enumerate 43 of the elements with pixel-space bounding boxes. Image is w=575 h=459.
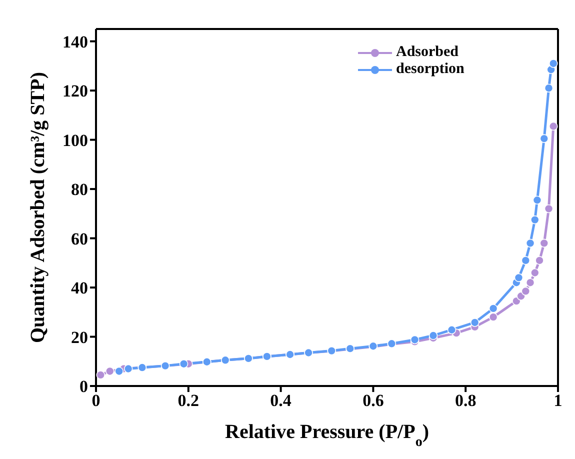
point [179,359,188,368]
y-tick-label: 40 [71,278,88,298]
point [544,204,554,214]
x-tick-label: 1 [554,391,562,410]
point [488,312,498,322]
y-tick-label: 0 [80,377,88,396]
y-tick-label: 100 [62,130,88,150]
point [124,364,133,374]
x-tick-label: 0.4 [270,391,292,410]
x-tick-label: 0.2 [178,391,200,410]
point [488,304,498,313]
x-tick-label: 0 [92,391,100,410]
point [544,84,554,92]
point [105,366,114,376]
legend-label: Adsorbed [396,44,459,61]
point [540,134,549,143]
point [470,318,480,327]
y-tick-label: 120 [62,82,88,101]
point [514,273,524,282]
point [526,238,535,248]
point [540,238,549,248]
point [447,325,456,334]
point [530,215,540,224]
y-tick-label: 20 [71,328,88,347]
point [521,256,530,265]
point [535,256,544,265]
point [521,286,530,296]
point [96,370,106,380]
point [428,331,438,340]
legend-label: desorption [396,61,464,78]
point [526,278,535,287]
x-axis-title: Relative Pressure (P/P$_{o}$) [225,421,429,450]
point [548,122,558,131]
x-tick-label: 0.8 [454,391,476,410]
y-tick-label: 140 [62,32,88,52]
point [530,268,540,278]
y-tick-label: 80 [71,180,88,200]
point [114,366,124,376]
point [548,59,558,68]
y-tick-label: 60 [71,229,88,248]
y-axis-title: Quantity Adsorbed (cm³/g STP) [27,72,49,344]
x-tick-label: 0.6 [362,391,384,410]
point [532,196,542,205]
